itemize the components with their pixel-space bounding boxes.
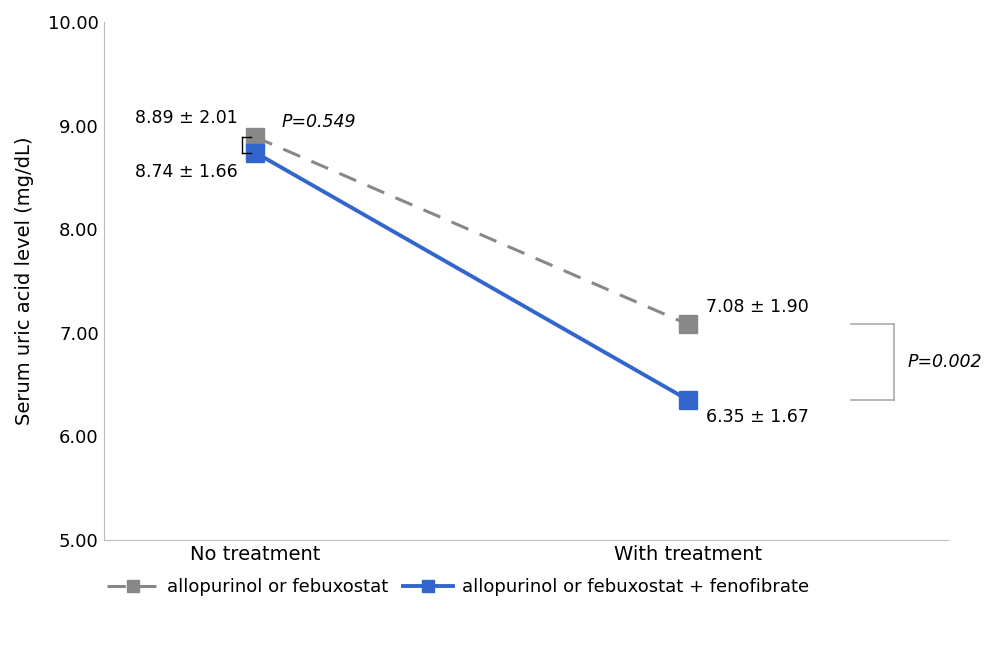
Y-axis label: Serum uric acid level (mg/dL): Serum uric acid level (mg/dL)	[15, 136, 34, 425]
Legend: allopurinol or febuxostat, allopurinol or febuxostat + fenofibrate: allopurinol or febuxostat, allopurinol o…	[100, 571, 817, 604]
Text: 8.89 ± 2.01: 8.89 ± 2.01	[135, 109, 238, 127]
Text: P=0.002: P=0.002	[907, 354, 982, 371]
Text: 8.74 ± 1.66: 8.74 ± 1.66	[135, 163, 238, 181]
Text: P=0.549: P=0.549	[281, 113, 356, 131]
Text: 6.35 ± 1.67: 6.35 ± 1.67	[706, 409, 809, 426]
Text: 7.08 ± 1.90: 7.08 ± 1.90	[706, 298, 808, 316]
